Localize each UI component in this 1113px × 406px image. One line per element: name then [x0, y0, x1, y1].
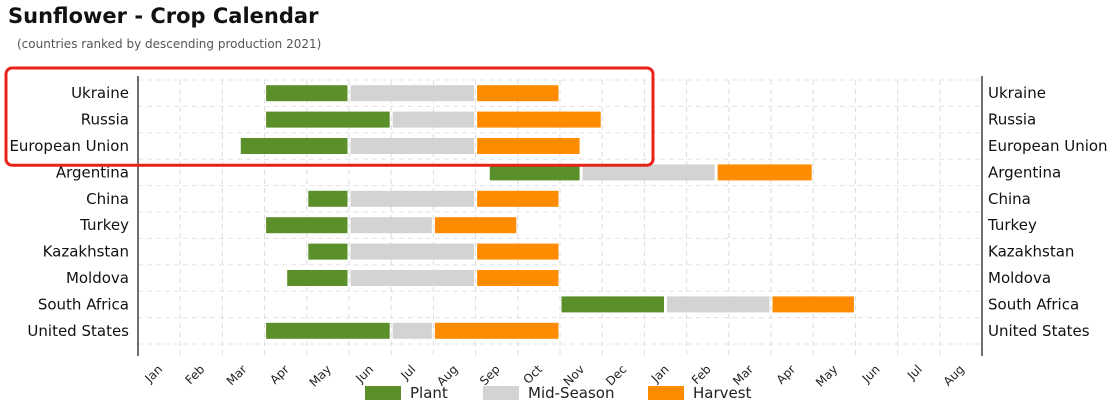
harvest-bar: [477, 111, 601, 128]
country-label-right: Kazakhstan: [988, 243, 1074, 261]
chart-subtitle: (countries ranked by descending producti…: [17, 37, 322, 51]
legend-plant-swatch: [365, 386, 401, 400]
month-tick-label: Jun: [859, 362, 883, 386]
month-tick-label: Feb: [182, 362, 207, 387]
harvest-bar: [477, 243, 559, 260]
month-tick-label: Apr: [774, 362, 799, 387]
country-label-left: Argentina: [56, 163, 129, 181]
legend-harvest-swatch: [648, 386, 684, 400]
plant-bar: [266, 111, 390, 128]
month-tick-label: Jan: [648, 362, 672, 386]
plant-bar: [240, 138, 348, 154]
harvest-bar: [772, 296, 854, 313]
country-label-right: United States: [988, 322, 1090, 340]
country-label-right: South Africa: [988, 295, 1079, 313]
plant-bar: [287, 270, 348, 286]
plant-bar: [489, 164, 580, 181]
country-label-right: China: [988, 190, 1031, 208]
country-label-left: Ukraine: [71, 84, 129, 102]
harvest-bar: [477, 138, 580, 154]
plant-bar: [266, 85, 348, 102]
legend-mid-season-swatch: [483, 386, 519, 400]
country-label-right: Turkey: [987, 216, 1037, 234]
mid-season-bar: [392, 322, 432, 339]
country-label-left: Turkey: [79, 216, 129, 234]
month-tick-label: Sep: [477, 362, 503, 388]
country-labels: Ukraine Ukraine Russia Russia European Union…: [9, 84, 1107, 340]
harvest-bar: [477, 190, 559, 207]
highlight-box: [4, 66, 655, 167]
country-label-right: Moldova: [988, 269, 1051, 287]
mid-season-bar: [350, 270, 475, 286]
month-tick-label: Jul: [398, 362, 419, 383]
plant-bar: [308, 190, 348, 207]
mid-season-bar: [350, 190, 475, 207]
month-tick-label: Jun: [352, 362, 376, 386]
country-label-right: European Union: [988, 137, 1108, 155]
harvest-bar: [434, 322, 559, 339]
harvest-bar: [717, 164, 812, 181]
mid-season-bar: [582, 164, 715, 181]
country-label-left: Kazakhstan: [43, 243, 129, 261]
month-tick-label: Jul: [904, 362, 925, 383]
month-tick-label: Apr: [267, 362, 292, 387]
bars: [240, 85, 854, 339]
plant-bar: [561, 296, 664, 313]
legend-mid-season-label: Mid-Season: [528, 384, 614, 402]
legend-harvest-label: Harvest: [693, 384, 752, 402]
country-label-left: European Union: [9, 137, 129, 155]
month-tick-label: Aug: [941, 362, 967, 388]
mid-season-bar: [350, 217, 432, 234]
mid-season-bar: [350, 243, 475, 260]
plant-bar: [266, 217, 348, 234]
chart-title: Sunflower - Crop Calendar: [8, 4, 319, 28]
plant-bar: [308, 243, 348, 260]
month-tick-label: May: [307, 362, 334, 389]
country-label-right: Russia: [988, 111, 1036, 129]
country-label-right: Argentina: [988, 163, 1061, 181]
mid-season-bar: [392, 111, 475, 128]
month-tick-label: Mar: [224, 362, 250, 388]
month-tick-label: Jan: [142, 362, 166, 386]
country-label-left: United States: [27, 322, 129, 340]
harvest-bar: [477, 85, 559, 102]
mid-season-bar: [667, 296, 770, 313]
month-tick-label: May: [813, 362, 840, 389]
country-label-left: Moldova: [66, 269, 129, 287]
legend-plant-label: Plant: [410, 384, 448, 402]
harvest-bar: [477, 270, 559, 286]
mid-season-bar: [350, 138, 475, 154]
country-label-right: Ukraine: [988, 84, 1046, 102]
country-label-left: Russia: [81, 111, 129, 129]
highlight: [4, 66, 655, 167]
mid-season-bar: [350, 85, 475, 102]
harvest-bar: [434, 217, 517, 234]
legend: Plant Mid-Season Harvest: [365, 384, 752, 402]
country-label-left: South Africa: [38, 295, 129, 313]
plant-bar: [266, 322, 390, 339]
country-label-left: China: [86, 190, 129, 208]
